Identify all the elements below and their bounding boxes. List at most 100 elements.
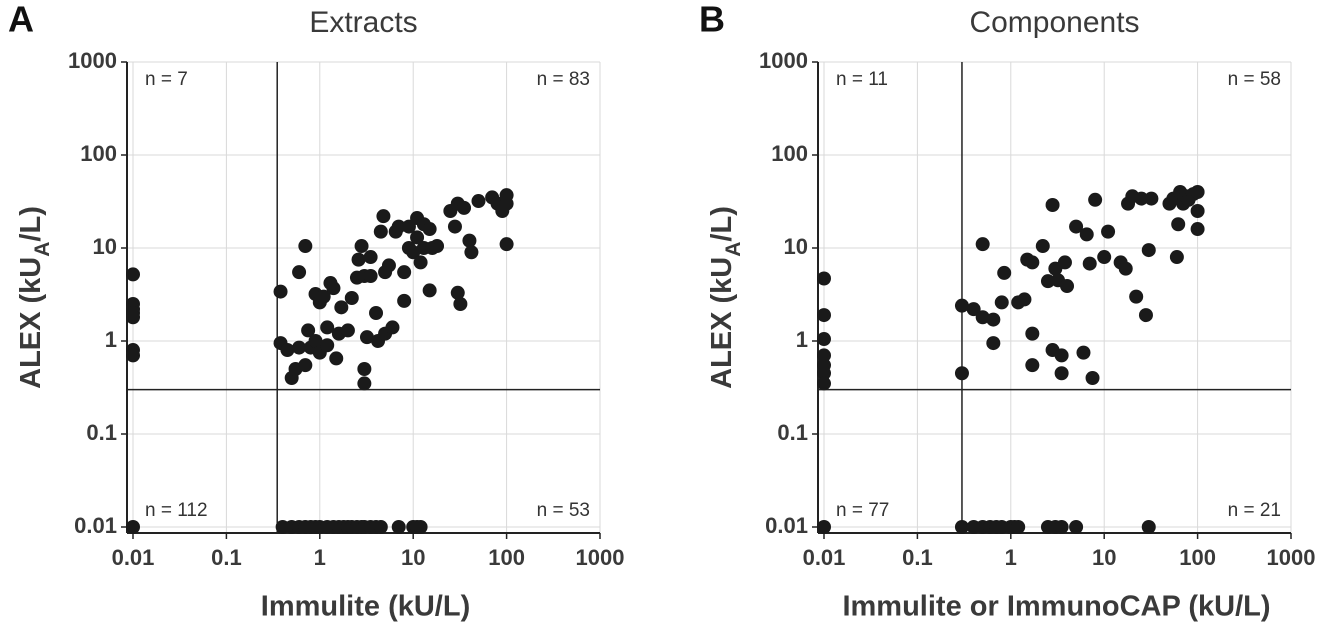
point (1054, 366, 1069, 381)
point (385, 320, 400, 335)
x-tick-label: 0.1 (902, 545, 933, 570)
y-tick-label: 100 (80, 141, 117, 166)
point (357, 376, 372, 391)
point (499, 196, 514, 211)
point (1017, 292, 1032, 307)
point (357, 361, 372, 376)
quadrant-count: n = 83 (537, 69, 590, 90)
point (817, 366, 831, 381)
point (430, 239, 445, 254)
point (1118, 261, 1133, 276)
point (1141, 243, 1156, 258)
point (376, 209, 391, 224)
x-axis-label: Immulite or ImmunoCAP (kU/L) (842, 591, 1270, 623)
y-tick-label: 1000 (759, 48, 808, 73)
y-tick-label: 0.01 (74, 513, 117, 538)
point (301, 323, 316, 338)
point (1190, 222, 1205, 237)
point (126, 520, 140, 534)
y-axis-label-part: A (722, 242, 745, 257)
point (817, 348, 831, 363)
point (298, 239, 313, 254)
point (966, 302, 981, 317)
point (457, 200, 472, 215)
point (354, 239, 369, 254)
point (817, 520, 831, 534)
point (997, 265, 1012, 280)
point (1169, 250, 1184, 265)
y-tick-label: 0.1 (86, 420, 117, 445)
y-axis-label: ALEX (kUA/L) (706, 206, 745, 389)
point (334, 300, 349, 315)
point (817, 332, 831, 347)
y-tick-label: 0.01 (765, 513, 808, 538)
point (1040, 274, 1055, 289)
point (954, 298, 969, 313)
y-tick-label: 1 (796, 327, 808, 352)
point (986, 312, 1001, 327)
x-tick-label: 0.1 (211, 545, 242, 570)
point (954, 520, 969, 534)
point (1085, 371, 1100, 386)
point (1025, 358, 1040, 373)
panel: 0.01 0.1 1 10 100 1000 0.01 0.1 1 10 100 1000 n = 7 n… (8, 0, 624, 623)
point (298, 358, 313, 373)
x-tick-label: 0.01 (803, 545, 846, 570)
point (499, 237, 514, 252)
quadrant-count: n = 11 (836, 69, 888, 90)
point (1079, 227, 1094, 242)
point (397, 293, 412, 308)
point (1171, 217, 1186, 232)
point (320, 320, 335, 335)
point (453, 296, 468, 311)
point (1076, 345, 1091, 360)
point (975, 237, 990, 252)
x-tick-label: 1 (1005, 545, 1017, 570)
point (126, 310, 140, 325)
panel-label: B (699, 0, 725, 40)
point (351, 252, 366, 267)
y-tick-label: 1 (105, 327, 117, 352)
point (410, 230, 425, 245)
y-axis-label-part: A (31, 242, 54, 257)
point (308, 334, 323, 348)
x-tick-label: 100 (1179, 545, 1216, 570)
y-axis-label-part: ALEX (kU (15, 257, 47, 389)
y-tick-label: 100 (771, 141, 808, 166)
point (344, 290, 359, 305)
x-tick-label: 0.01 (112, 545, 155, 570)
point (1045, 197, 1060, 212)
x-tick-label: 1000 (1267, 545, 1316, 570)
point (817, 376, 831, 391)
x-tick-label: 1000 (576, 545, 625, 570)
point (1101, 224, 1116, 239)
point (126, 267, 140, 282)
y-tick-label: 10 (93, 234, 117, 259)
y-tick-label: 1000 (68, 48, 117, 73)
chart-title: Extracts (309, 6, 417, 39)
point (316, 289, 331, 304)
point (1060, 279, 1075, 294)
point (280, 343, 295, 358)
point (1129, 289, 1144, 304)
point (1025, 326, 1040, 341)
point (994, 295, 1009, 310)
point (391, 520, 406, 534)
point (369, 306, 384, 321)
point (359, 330, 374, 345)
y-tick-label: 0.1 (777, 420, 808, 445)
point (373, 224, 388, 239)
point (1138, 308, 1153, 323)
point (422, 283, 437, 298)
point (1190, 185, 1205, 200)
x-tick-label: 100 (488, 545, 525, 570)
point (363, 268, 378, 283)
point (273, 284, 288, 299)
point (986, 336, 1001, 351)
point (1054, 520, 1069, 534)
point (464, 245, 479, 260)
x-tick-label: 1 (314, 545, 326, 570)
point (954, 366, 969, 381)
point (381, 258, 396, 273)
